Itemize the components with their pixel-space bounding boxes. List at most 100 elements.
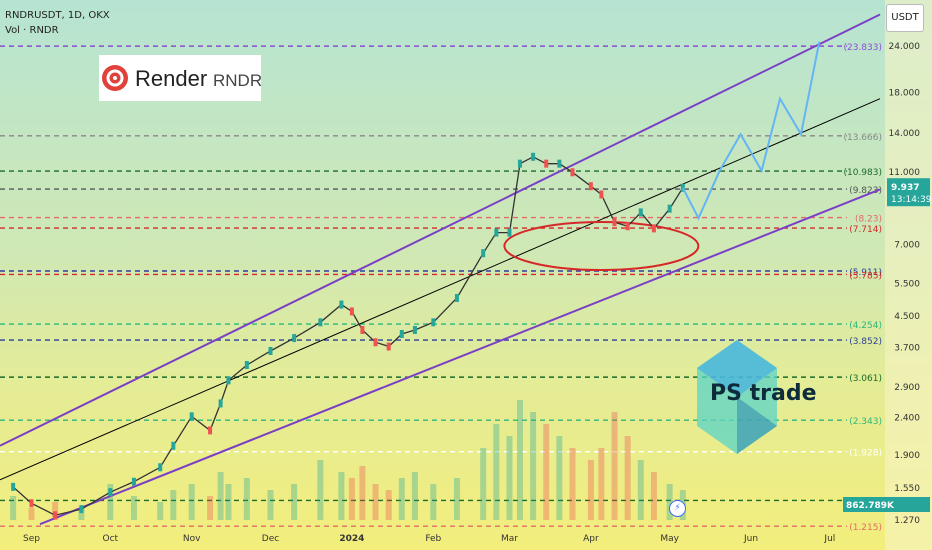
- volume-bar-36: [624, 436, 631, 520]
- level-label-11: (2.343): [849, 417, 882, 427]
- price-point-22: [412, 325, 417, 334]
- price-point-11: [226, 376, 231, 385]
- volume-bar-19: [372, 484, 379, 520]
- ps-trade-logo: [697, 340, 777, 454]
- price-point-1: [29, 499, 34, 508]
- channel-lower: [39, 188, 881, 526]
- volume-bar-0: [10, 496, 17, 520]
- price-point-39: [667, 204, 672, 213]
- x-tick-3: Dec: [262, 534, 279, 544]
- price-point-6: [158, 463, 163, 472]
- x-tick-4: 2024: [339, 534, 364, 544]
- volume-bar-27: [506, 436, 513, 520]
- price-point-26: [494, 228, 499, 237]
- volume-bar-7: [170, 490, 177, 520]
- price-point-17: [349, 307, 354, 316]
- volume-bar-28: [516, 400, 523, 520]
- level-label-5: (7.714): [849, 225, 882, 235]
- x-tick-8: May: [660, 534, 679, 544]
- price-point-14: [292, 334, 297, 343]
- volume-badge-value: 862.789K: [846, 501, 895, 511]
- y-tick-7: 3.700: [894, 344, 920, 354]
- volume-bar-22: [411, 472, 418, 520]
- y-tick-12: 1.270: [894, 516, 920, 526]
- price-badge: [887, 178, 930, 207]
- y-tick-8: 2.900: [894, 383, 920, 393]
- x-tick-9: Jun: [743, 534, 758, 544]
- y-tick-1: 18.000: [889, 88, 921, 98]
- price-point-9: [208, 426, 213, 435]
- volume-bar-35: [611, 412, 618, 520]
- volume-bar-17: [348, 478, 355, 520]
- y-tick-2: 14.000: [889, 129, 921, 139]
- volume-bar-38: [650, 472, 657, 520]
- volume-bar-14: [291, 484, 298, 520]
- y-tick-4: 7.000: [894, 241, 920, 251]
- price-point-3: [79, 505, 84, 514]
- price-point-15: [318, 318, 323, 327]
- y-tick-11: 1.550: [894, 484, 920, 494]
- volume-bar-37: [637, 460, 644, 520]
- y-tick-9: 2.400: [894, 413, 920, 423]
- currency-button[interactable]: USDT: [886, 4, 924, 32]
- volume-bar-32: [569, 448, 576, 520]
- volume-bar-34: [598, 448, 605, 520]
- symbol-title: RNDRUSDT, 1D, OKX: [5, 10, 110, 21]
- x-tick-5: Feb: [425, 534, 441, 544]
- y-tick-6: 4.500: [894, 312, 920, 322]
- volume-bar-10: [217, 472, 224, 520]
- volume-bar-9: [207, 496, 214, 520]
- volume-bar-26: [493, 424, 500, 520]
- volume-bar-39: [666, 484, 673, 520]
- volume-bar-8: [188, 484, 195, 520]
- volume-bar-13: [267, 490, 274, 520]
- price-point-24: [454, 293, 459, 302]
- price-point-29: [531, 152, 536, 161]
- volume-bar-15: [317, 460, 324, 520]
- price-axis-background: [885, 0, 932, 550]
- volume-bar-2: [52, 502, 59, 520]
- price-point-32: [570, 168, 575, 177]
- price-point-36: [625, 222, 630, 231]
- level-label-0: (23.833): [843, 43, 882, 53]
- x-tick-0: Sep: [23, 534, 40, 544]
- price-point-18: [360, 325, 365, 334]
- volume-bar-23: [430, 484, 437, 520]
- support-ellipse: [503, 221, 700, 272]
- volume-bar-30: [543, 424, 550, 520]
- level-label-12: (1.928): [849, 449, 882, 459]
- level-label-8: (4.254): [849, 321, 882, 331]
- lightning-icon[interactable]: ⚡: [669, 500, 686, 517]
- price-point-13: [268, 346, 273, 355]
- x-tick-1: Oct: [103, 534, 119, 544]
- volume-bar-29: [530, 412, 537, 520]
- volume-bar-18: [359, 466, 366, 520]
- price-point-16: [339, 300, 344, 309]
- logo-ticker: RNDR: [213, 71, 261, 90]
- price-point-0: [11, 482, 16, 491]
- volume-bar-1: [28, 508, 35, 520]
- price-point-25: [481, 249, 486, 258]
- level-label-3: (9.823): [849, 186, 882, 196]
- volume-badge: [843, 497, 930, 512]
- volume-bar-5: [130, 496, 137, 520]
- y-tick-3: 11.000: [889, 168, 921, 178]
- price-point-19: [373, 338, 378, 347]
- price-badge-value: 9.937: [891, 183, 919, 193]
- level-label-14: (1.215): [849, 523, 882, 533]
- level-label-6: (5.911): [849, 268, 882, 278]
- price-point-12: [244, 360, 249, 369]
- price-point-37: [638, 208, 643, 217]
- x-tick-10: Jul: [823, 534, 835, 544]
- level-label-4: (8.23): [855, 215, 882, 225]
- level-label-9: (3.852): [849, 337, 882, 347]
- channel-upper: [0, 13, 881, 447]
- y-tick-10: 1.900: [894, 451, 920, 461]
- volume-bar-31: [556, 436, 563, 520]
- volume-bar-12: [243, 478, 250, 520]
- volume-bar-3: [78, 508, 85, 520]
- x-tick-6: Mar: [501, 534, 518, 544]
- x-tick-7: Apr: [583, 534, 599, 544]
